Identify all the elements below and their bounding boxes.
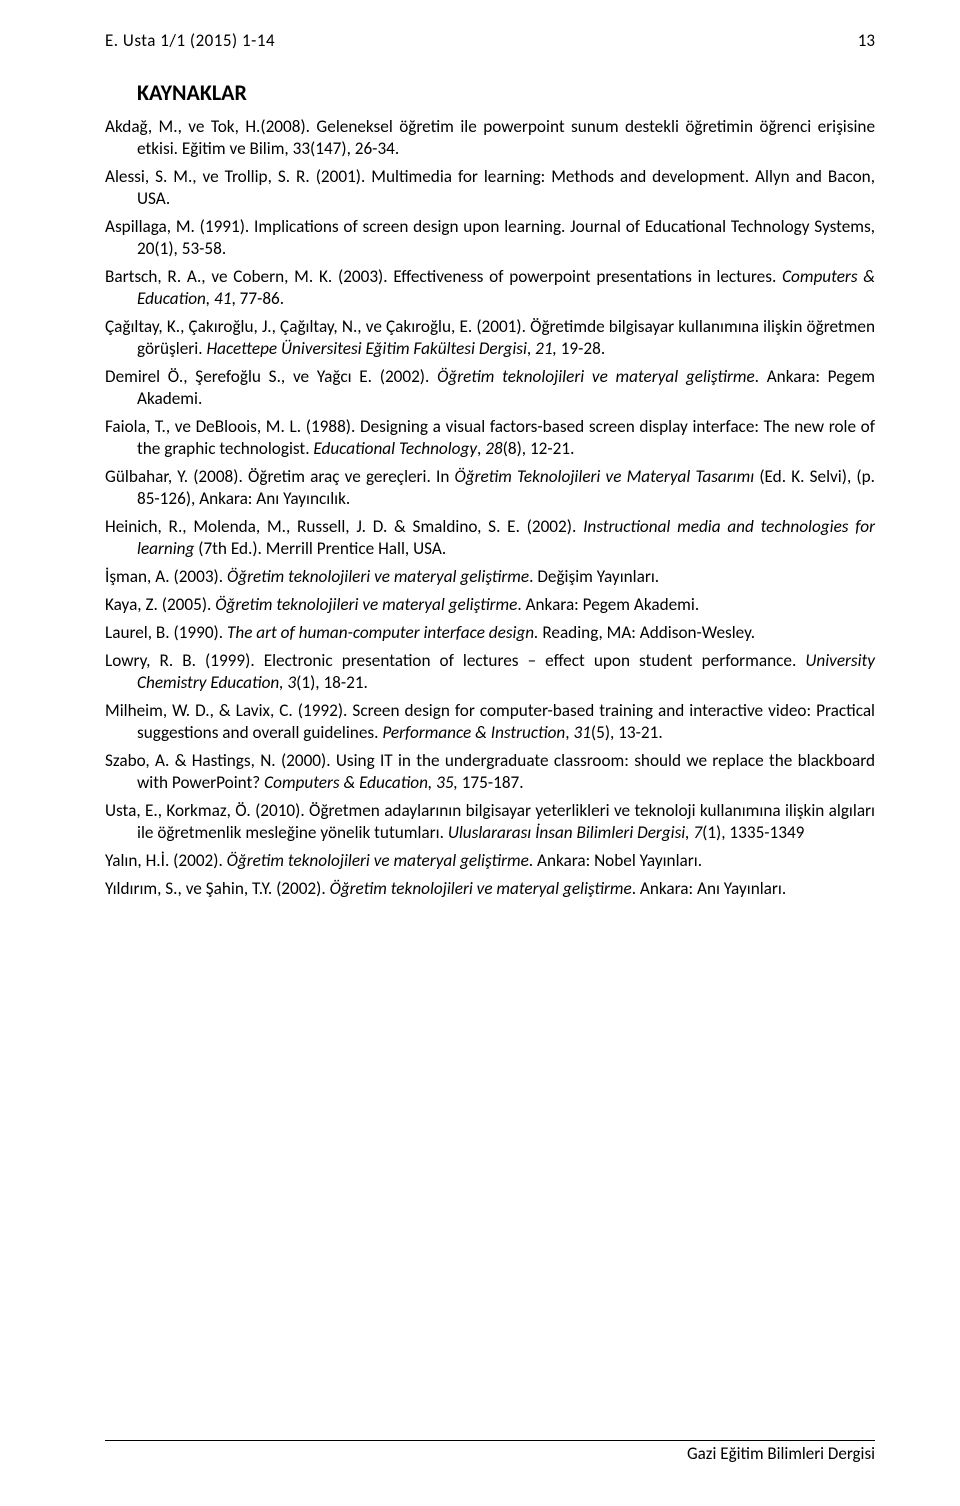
reference-entry: Yıldırım, S., ve Şahin, T.Y. (2002). Öğr… [105, 878, 875, 900]
reference-entry: Aspillaga, M. (1991). Implications of sc… [105, 216, 875, 260]
reference-entry: Akdağ, M., ve Tok, H.(2008). Geleneksel … [105, 116, 875, 160]
reference-entry: Bartsch, R. A., ve Cobern, M. K. (2003).… [105, 266, 875, 310]
reference-entry: Gülbahar, Y. (2008). Öğretim araç ve ger… [105, 466, 875, 510]
reference-entry: Szabo, A. & Hastings, N. (2000). Using I… [105, 750, 875, 794]
reference-entry: Milheim, W. D., & Lavix, C. (1992). Scre… [105, 700, 875, 744]
reference-entry: Faiola, T., ve DeBloois, M. L. (1988). D… [105, 416, 875, 460]
reference-entry: Yalın, H.İ. (2002). Öğretim teknolojiler… [105, 850, 875, 872]
running-head: E. Usta 1/1 (2015) 1-14 13 [105, 30, 875, 51]
running-head-left: E. Usta 1/1 (2015) 1-14 [105, 30, 275, 51]
footer-journal-name: Gazi Eğitim Bilimleri Dergisi [105, 1440, 875, 1464]
reference-entry: Demirel Ö., Şerefoğlu S., ve Yağcı E. (2… [105, 366, 875, 410]
references-list: Akdağ, M., ve Tok, H.(2008). Geleneksel … [105, 116, 875, 900]
reference-entry: Kaya, Z. (2005). Öğretim teknolojileri v… [105, 594, 875, 616]
reference-entry: Usta, E., Korkmaz, Ö. (2010). Öğretmen a… [105, 800, 875, 844]
reference-entry: İşman, A. (2003). Öğretim teknolojileri … [105, 566, 875, 588]
reference-entry: Lowry, R. B. (1999). Electronic presenta… [105, 650, 875, 694]
reference-entry: Laurel, B. (1990). The art of human-comp… [105, 622, 875, 644]
reference-entry: Heinich, R., Molenda, M., Russell, J. D.… [105, 516, 875, 560]
page-number: 13 [858, 30, 875, 51]
page: E. Usta 1/1 (2015) 1-14 13 KAYNAKLAR Akd… [0, 0, 960, 1506]
reference-entry: Çağıltay, K., Çakıroğlu, J., Çağıltay, N… [105, 316, 875, 360]
section-title: KAYNAKLAR [105, 79, 875, 106]
reference-entry: Alessi, S. M., ve Trollip, S. R. (2001).… [105, 166, 875, 210]
